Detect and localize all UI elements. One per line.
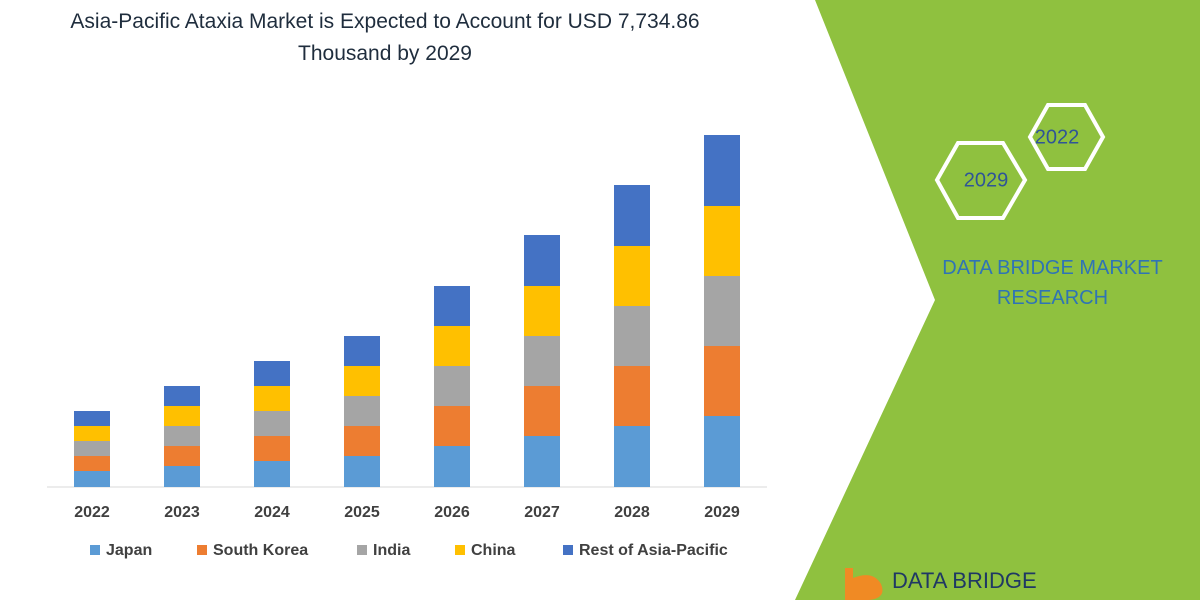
bar-segment [434,446,470,487]
bar-segment [614,426,650,487]
logo-text: DATA BRIDGE [892,568,1037,593]
x-tick-label: 2022 [74,504,110,521]
bar-segment [524,235,560,286]
logo-mark [845,568,883,600]
legend-swatch [455,545,465,555]
bar-segment [434,286,470,326]
bar-segment [614,366,650,426]
legend-swatch [563,545,573,555]
bar-segment [344,336,380,366]
bar-segment [74,441,110,456]
legend-label: India [373,542,410,559]
x-tick-label: 2027 [524,504,560,521]
bar-segment [704,135,740,206]
x-tick-label: 2025 [344,504,380,521]
hexagon [1027,103,1106,171]
bar-segment [614,306,650,366]
bar-segment [704,416,740,487]
bar-segment [254,361,290,386]
bar-segment [74,471,110,487]
legend-label: China [471,542,516,559]
bar-segment [434,406,470,446]
x-tick-label: 2028 [614,504,650,521]
bar-segment [74,426,110,441]
bar-segment [704,206,740,276]
bar-segment [164,406,200,426]
chart-title: Asia-Pacific Ataxia Market is Expected t… [70,10,700,65]
hex-label: 2022 [1035,126,1080,148]
legend-label: South Korea [213,542,308,559]
legend-swatch [357,545,367,555]
x-tick-label: 2023 [164,504,200,521]
bar-segment [164,466,200,487]
bar-segment [434,326,470,366]
bar-segment [164,426,200,446]
bar-segment [254,461,290,487]
bar-segment [344,426,380,456]
bar-segment [704,276,740,346]
legend-swatch [90,545,100,555]
bar-segment [614,185,650,246]
bar-segment [524,286,560,336]
bar-segment [524,336,560,386]
hex-label: 2029 [964,169,1009,191]
legend-label: Rest of Asia-Pacific [579,542,728,559]
bar-segment [524,436,560,487]
bar-segment [254,411,290,436]
legend-label: Japan [106,542,152,559]
bar-segment [254,436,290,461]
bar-segment [524,386,560,436]
bar-segment [164,446,200,466]
bar-segment [344,456,380,487]
bar-segment [344,366,380,396]
x-tick-label: 2029 [704,504,740,521]
bar-segment [74,456,110,471]
legend-swatch [197,545,207,555]
bar-segment [164,386,200,406]
brand-panel [795,0,1200,600]
bar-segment [434,366,470,406]
bar-segment [704,346,740,416]
brand-name: DATA BRIDGE MARKET RESEARCH [942,257,1163,309]
bar-segment [254,386,290,411]
bar-segment [614,246,650,306]
x-tick-label: 2024 [254,504,290,521]
hexagon [934,141,1028,220]
bar-segment [74,411,110,426]
x-tick-label: 2026 [434,504,470,521]
bar-segment [344,396,380,426]
